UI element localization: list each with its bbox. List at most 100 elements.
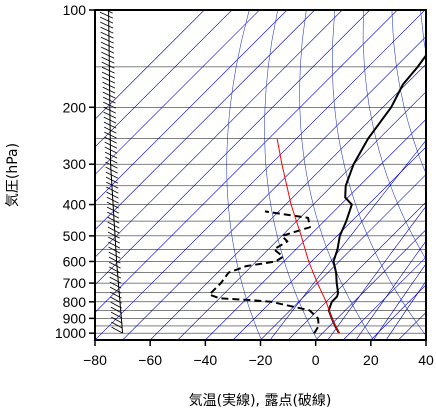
isotherm-line [205, 118, 426, 340]
wind-barb [102, 91, 116, 99]
wind-barb [100, 26, 114, 34]
wind-barb [104, 146, 118, 154]
wind-barb [108, 251, 121, 259]
dry-adiabat-line [226, 10, 262, 340]
isotherm-line [95, 10, 288, 203]
wind-barb [111, 326, 123, 334]
x-axis-title: 気温(実線), 露点(破線) [189, 393, 332, 409]
wind-barb [105, 166, 118, 174]
wind-barb [105, 161, 118, 169]
x-axis: −80 −60 −40 −20 0 20 40 [83, 340, 434, 368]
y-tick-label: 400 [63, 197, 87, 213]
x-tick-label: 20 [363, 352, 379, 368]
y-tick-label: 900 [63, 310, 87, 326]
isotherm-line [287, 201, 426, 340]
isotherm-line [95, 10, 205, 120]
wind-barb [107, 211, 120, 219]
wind-barb [105, 171, 118, 179]
mixing-ratio-line [385, 280, 426, 340]
x-tick-label: −80 [83, 352, 107, 368]
isotherm-line [398, 311, 426, 340]
mixing-ratio-line [373, 263, 426, 340]
parcel-profile [276, 138, 340, 334]
wind-barb [101, 46, 115, 54]
isotherm-line [122, 36, 426, 340]
wind-barb [109, 271, 122, 279]
wind-barb [99, 11, 114, 19]
y-tick-label: 1000 [55, 325, 86, 341]
wind-barb [102, 96, 116, 104]
wind-barb [104, 151, 118, 159]
wind-barb [102, 81, 116, 89]
isotherm-line [95, 10, 343, 258]
dry-adiabat-line [391, 10, 426, 175]
wind-barb [108, 261, 121, 269]
mixing-ratio-line [269, 139, 426, 340]
wind-barb [105, 156, 118, 164]
dewpoint-profile [208, 210, 320, 334]
y-tick-label: 200 [63, 99, 87, 115]
wind-barb [107, 226, 120, 234]
wind-barb [111, 321, 123, 329]
mixing-ratio-line [327, 205, 426, 340]
x-tick-label: 0 [312, 352, 320, 368]
wind-barb [108, 256, 121, 264]
wind-barb [101, 61, 115, 69]
wind-barbs [99, 10, 124, 334]
isotherm-line [232, 146, 426, 340]
wind-barb [111, 316, 123, 324]
y-tick-label: 700 [63, 275, 87, 291]
wind-barb [101, 56, 115, 64]
wind-barb [100, 36, 114, 44]
dry-adiabat-line [331, 10, 426, 337]
wind-barb [110, 306, 123, 314]
mixing-ratio-lines [269, 139, 426, 340]
x-tick-label: −20 [249, 352, 273, 368]
wind-barb [102, 76, 116, 84]
wind-barb [109, 276, 122, 284]
isotherm-line [95, 10, 233, 148]
isotherm-line [95, 10, 371, 286]
wind-barb [108, 241, 121, 249]
wind-barb [100, 31, 114, 39]
wind-barb [100, 21, 114, 29]
isotherm-line [315, 229, 426, 340]
isotherm-line [177, 91, 426, 340]
wind-barb [107, 231, 120, 239]
isotherm-line [95, 10, 260, 175]
isotherm-line [95, 10, 426, 340]
wind-barb [109, 266, 121, 274]
y-tick-label: 300 [63, 156, 87, 172]
isotherm-line [95, 10, 315, 231]
wind-barb [101, 71, 115, 79]
temperature-profile [327, 53, 426, 334]
wind-barb [108, 246, 121, 254]
profiles [208, 53, 426, 334]
dry-adiabat-line [362, 10, 426, 260]
x-tick-label: −40 [193, 352, 217, 368]
isotherm-line [425, 339, 426, 340]
wind-barb [101, 66, 115, 74]
wind-barb [108, 236, 120, 244]
x-tick-label: −60 [138, 352, 162, 368]
y-axis-title: 気圧(hPa) [5, 143, 21, 207]
wind-barb [107, 221, 120, 229]
wind-barb [100, 41, 114, 49]
isotherm-line [343, 256, 426, 340]
wind-barb [101, 51, 115, 59]
wind-barb [102, 86, 116, 94]
dry-adiabat-line [299, 10, 374, 340]
wind-barb [99, 16, 114, 24]
wind-barb [107, 216, 120, 224]
y-tick-label: 100 [63, 2, 87, 18]
mixing-ratio-line [355, 240, 426, 340]
wind-barb [110, 311, 123, 319]
y-tick-label: 800 [63, 294, 87, 310]
x-tick-label: 40 [418, 352, 434, 368]
y-tick-label: 600 [63, 253, 87, 269]
wind-barb-staff [108, 10, 124, 334]
dry-adiabat-line [264, 10, 318, 340]
dry-adiabats [226, 10, 426, 340]
